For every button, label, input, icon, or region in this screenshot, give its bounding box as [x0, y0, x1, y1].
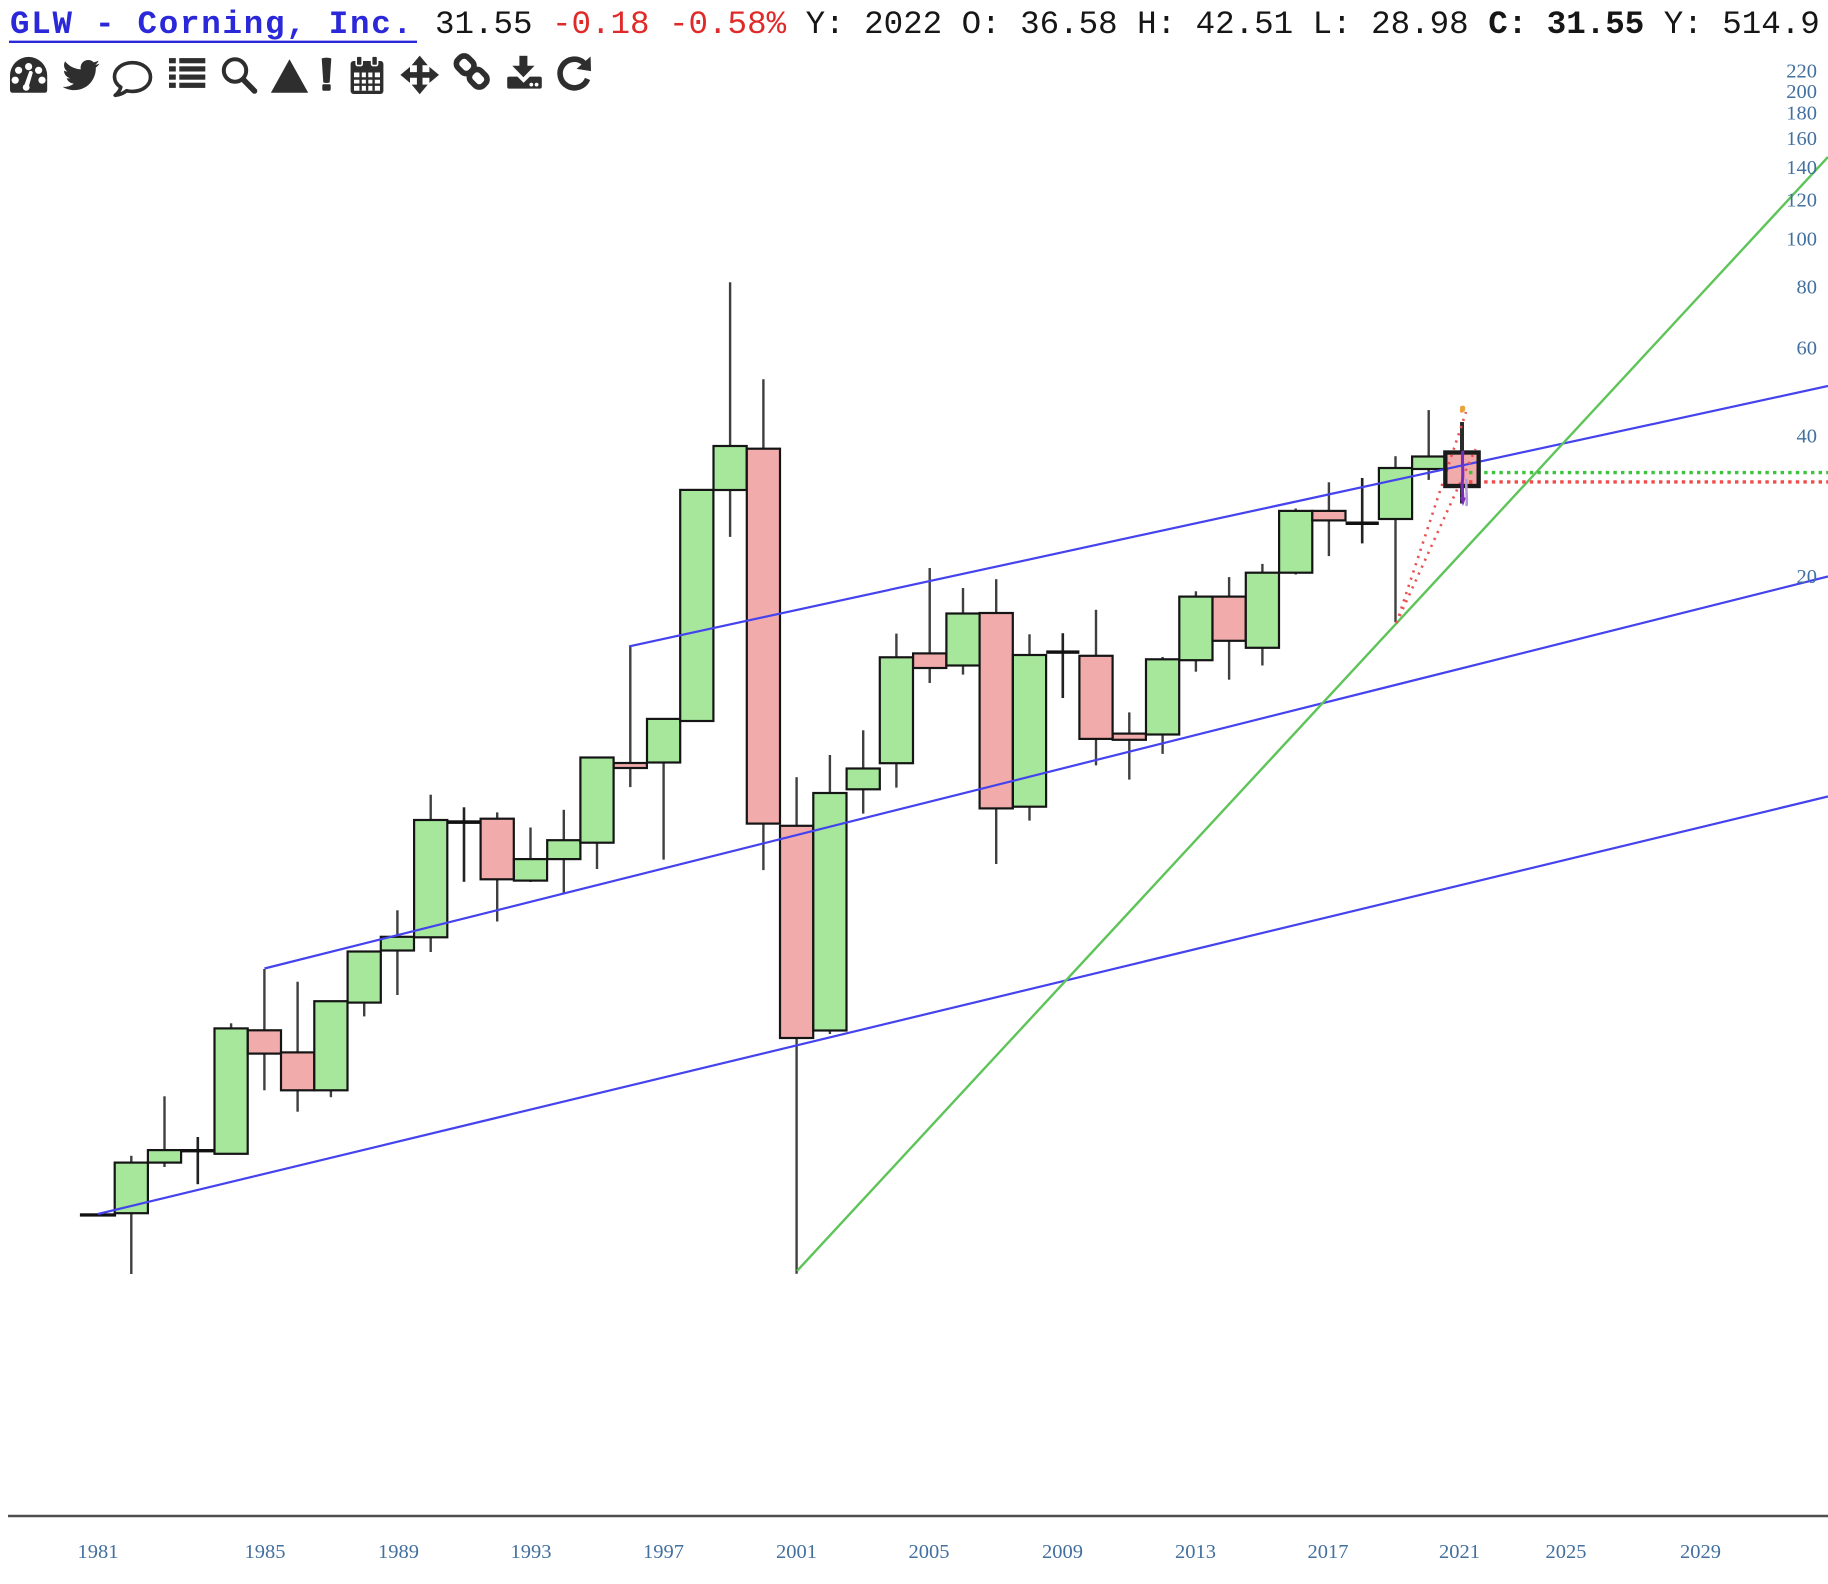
svg-text:2013: 2013: [1175, 1541, 1216, 1563]
svg-text:140: 140: [1786, 157, 1817, 179]
svg-text:2009: 2009: [1042, 1541, 1083, 1563]
svg-text:GLW - Corning, Inc.: GLW - Corning, Inc.: [10, 6, 414, 43]
svg-text:2017: 2017: [1308, 1541, 1349, 1563]
svg-text:120: 120: [1786, 190, 1817, 212]
svg-text:1997: 1997: [643, 1541, 684, 1563]
svg-text:1981: 1981: [78, 1541, 119, 1563]
svg-text:2001: 2001: [776, 1541, 817, 1563]
svg-text:2005: 2005: [909, 1541, 950, 1563]
svg-text:160: 160: [1786, 128, 1817, 150]
svg-text:80: 80: [1797, 277, 1818, 299]
svg-text:100: 100: [1786, 228, 1817, 250]
svg-text:1993: 1993: [511, 1541, 552, 1563]
svg-text:1985: 1985: [245, 1541, 286, 1563]
svg-text:20: 20: [1797, 566, 1818, 588]
svg-text:1989: 1989: [378, 1541, 419, 1563]
svg-text:2029: 2029: [1680, 1541, 1721, 1563]
svg-text:2025: 2025: [1546, 1541, 1587, 1563]
svg-text:200: 200: [1786, 81, 1817, 103]
svg-text:2021: 2021: [1439, 1541, 1480, 1563]
svg-text:60: 60: [1797, 338, 1818, 360]
svg-text:40: 40: [1797, 426, 1818, 448]
svg-text:180: 180: [1786, 103, 1817, 125]
svg-text:220: 220: [1786, 61, 1817, 83]
svg-text:31.55 -0.18 -0.58% Y: 2022 O:: 31.55 -0.18 -0.58% Y: 2022 O: 36.58 H: 4…: [435, 6, 1820, 43]
